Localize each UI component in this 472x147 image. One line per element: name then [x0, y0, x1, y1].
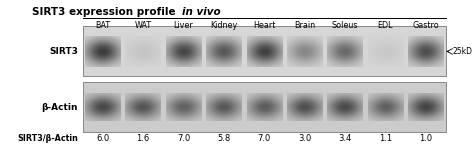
Text: WAT: WAT: [135, 21, 152, 30]
Bar: [83, 26, 446, 76]
Text: Brain: Brain: [294, 21, 315, 30]
Text: 5.8: 5.8: [217, 134, 230, 143]
Bar: [83, 82, 446, 132]
Text: SIRT3: SIRT3: [49, 47, 78, 56]
Text: Liver: Liver: [174, 21, 194, 30]
Text: 3.4: 3.4: [338, 134, 352, 143]
Text: Heart: Heart: [253, 21, 276, 30]
Text: SIRT3/β-Actin: SIRT3/β-Actin: [17, 134, 78, 143]
Text: 7.0: 7.0: [177, 134, 190, 143]
Text: 1.1: 1.1: [379, 134, 392, 143]
Text: Gastro: Gastro: [413, 21, 439, 30]
Text: in vivo: in vivo: [182, 7, 220, 17]
Text: 1.0: 1.0: [419, 134, 432, 143]
Text: BAT: BAT: [95, 21, 110, 30]
Text: EDL: EDL: [378, 21, 393, 30]
Text: β-Actin: β-Actin: [42, 103, 78, 112]
Text: 1.6: 1.6: [136, 134, 150, 143]
Text: 3.0: 3.0: [298, 134, 312, 143]
Text: Kidney: Kidney: [211, 21, 237, 30]
Text: 25kDa: 25kDa: [452, 47, 472, 56]
Bar: [83, 82, 446, 132]
Bar: [83, 26, 446, 76]
Text: 6.0: 6.0: [96, 134, 110, 143]
Text: Soleus: Soleus: [332, 21, 358, 30]
Text: 7.0: 7.0: [258, 134, 271, 143]
Text: SIRT3 expression profile: SIRT3 expression profile: [32, 7, 179, 17]
